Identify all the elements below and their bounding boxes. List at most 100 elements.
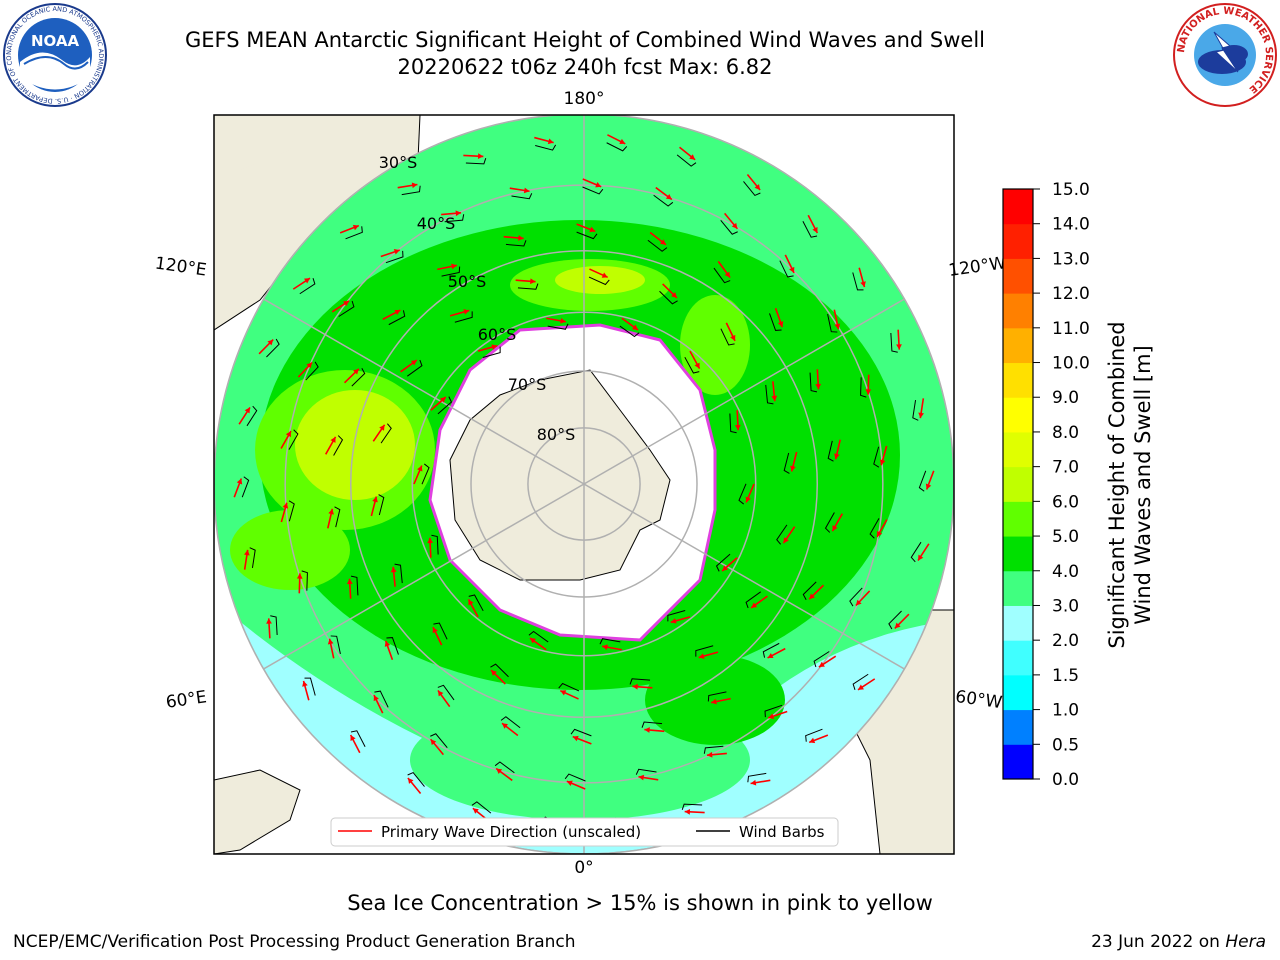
wave-arrow-head bbox=[547, 138, 554, 145]
wave-arrow-head bbox=[566, 780, 573, 786]
colorbar-tick-label: 5.0 bbox=[1052, 527, 1079, 547]
wind-barb bbox=[667, 610, 686, 622]
wind-barb bbox=[388, 310, 406, 326]
wind-barb bbox=[676, 154, 697, 167]
wave-arrow-head bbox=[832, 525, 838, 532]
wave-arrow-head bbox=[350, 734, 356, 741]
wave-arrow-head bbox=[455, 210, 462, 217]
wave-arrow-head bbox=[694, 362, 700, 369]
wave-arrow-head bbox=[767, 652, 774, 659]
chart-title: GEFS MEAN Antarctic Significant Height o… bbox=[184, 28, 986, 52]
wind-barb bbox=[351, 368, 366, 387]
wind-barb bbox=[241, 476, 250, 498]
lat-label-80s: 80°S bbox=[537, 425, 576, 444]
wave-arrow-head bbox=[724, 271, 731, 278]
wind-barb bbox=[779, 260, 794, 278]
wave-arrow-head bbox=[296, 573, 303, 579]
wave-arrow-head bbox=[343, 300, 350, 307]
wind-barb bbox=[386, 637, 399, 655]
colorbar-cell bbox=[1003, 362, 1033, 398]
wind-barb bbox=[802, 581, 817, 600]
colorbar-tick-label: 7.0 bbox=[1052, 458, 1079, 478]
chart-subtitle: 20220622 t06z 240h fcst Max: 6.82 bbox=[397, 55, 773, 79]
wave-arrow-head bbox=[789, 266, 795, 273]
wave-arrow-head bbox=[394, 309, 401, 316]
wave-arrow-head bbox=[472, 808, 479, 814]
colorbar-cell bbox=[1003, 293, 1033, 329]
wave-arrow-head bbox=[330, 436, 336, 443]
wave-arrow-head bbox=[745, 496, 751, 503]
wave-arrow-head bbox=[379, 424, 385, 431]
colorbar-cell bbox=[1003, 223, 1033, 259]
wave-arrow-head bbox=[530, 278, 536, 285]
wave-arrow-head bbox=[430, 739, 437, 746]
wind-barb bbox=[270, 615, 278, 636]
wave-arrow-head bbox=[572, 735, 579, 742]
wind-barb bbox=[873, 446, 880, 468]
wave-arrow-head bbox=[918, 412, 924, 419]
graticule bbox=[214, 115, 954, 854]
colorbar-cell bbox=[1003, 431, 1033, 468]
wave-arrow-head bbox=[860, 281, 866, 288]
wave-arrow-head bbox=[302, 680, 308, 687]
wave-arrow-head bbox=[491, 670, 497, 676]
wave-arrow-head bbox=[865, 389, 872, 395]
wave-arrow-head bbox=[918, 554, 924, 561]
wave-arrow-head bbox=[809, 737, 816, 744]
wind-barb bbox=[490, 663, 509, 678]
wind-barb bbox=[619, 325, 640, 338]
wind-barb bbox=[334, 506, 341, 528]
colorbar-tick-label: 12.0 bbox=[1052, 284, 1090, 304]
wind-barb bbox=[659, 290, 678, 305]
colorbar-tick-label: 15.0 bbox=[1052, 180, 1090, 200]
wave-arrow-head bbox=[427, 537, 433, 544]
wave-arrow-head bbox=[751, 602, 758, 608]
colorbar-tick-label: 6.0 bbox=[1052, 492, 1079, 512]
colorbar-tick-label: 1.0 bbox=[1052, 701, 1079, 721]
wind-barb bbox=[304, 677, 316, 696]
wave-arrow-head bbox=[463, 309, 470, 315]
wave-arrow-head bbox=[491, 344, 498, 350]
wave-arrow-head bbox=[327, 638, 334, 645]
wave-arrow-head bbox=[783, 537, 789, 544]
wave-arrow-head bbox=[665, 194, 672, 200]
colorbar-tick-label: 11.0 bbox=[1052, 319, 1090, 339]
wind-barb bbox=[720, 220, 738, 235]
colorbar-cell bbox=[1003, 640, 1033, 676]
wave-arrow-head bbox=[818, 661, 825, 668]
wave-arrow-head bbox=[373, 695, 379, 702]
colorbar-cell bbox=[1003, 709, 1033, 745]
wind-barb bbox=[695, 645, 714, 657]
wave-arrow-head bbox=[877, 530, 883, 537]
wind-barb bbox=[713, 267, 731, 284]
colorbar-cell bbox=[1003, 536, 1033, 572]
wind-barb bbox=[827, 313, 838, 333]
wave-arrow-head bbox=[353, 368, 359, 375]
colorbar-cell bbox=[1003, 466, 1033, 502]
wind-barb bbox=[629, 678, 651, 685]
wave-arrow-head bbox=[619, 138, 626, 144]
wind-barb bbox=[471, 801, 492, 814]
wind-barb bbox=[437, 396, 453, 415]
wave-arrow-head bbox=[306, 362, 313, 369]
wave-arrow-head bbox=[601, 272, 608, 278]
map-legend: Primary Wave Direction (unscaled) Wind B… bbox=[330, 817, 839, 847]
wave-arrow-head bbox=[670, 618, 677, 624]
wave-arrow-head bbox=[754, 184, 761, 190]
wind-barb bbox=[444, 214, 465, 223]
wind-barb bbox=[647, 239, 668, 252]
meridian-line bbox=[583, 283, 931, 485]
wind-barb bbox=[813, 651, 830, 668]
wave-arrow-head bbox=[266, 618, 272, 624]
footer-date-text: 23 Jun 2022 on bbox=[1091, 932, 1226, 952]
colorbar-cell bbox=[1003, 397, 1033, 433]
wave-arrow-head bbox=[523, 187, 530, 194]
meridian-line bbox=[583, 483, 931, 685]
wind-barb bbox=[809, 372, 818, 393]
wind-barb bbox=[641, 721, 663, 728]
wind-barb bbox=[385, 250, 404, 264]
colorbar-tick-label: 1.5 bbox=[1052, 666, 1079, 686]
colorbar-cell bbox=[1003, 605, 1033, 641]
wind-barb bbox=[888, 610, 902, 630]
